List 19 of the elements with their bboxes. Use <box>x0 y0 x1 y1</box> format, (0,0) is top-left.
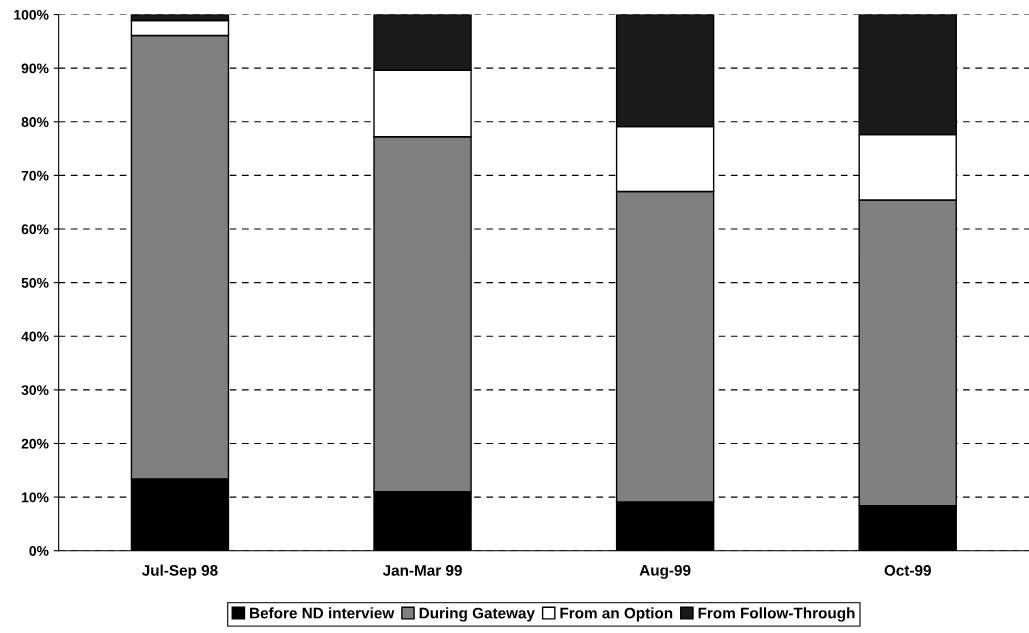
y-tick-label: 90% <box>21 63 49 74</box>
y-tick-label: 100% <box>14 9 49 20</box>
y-tick-label: 60% <box>21 224 49 235</box>
y-tick-label: 20% <box>21 438 49 449</box>
y-tick-label: 50% <box>21 277 49 288</box>
y-tick-label: 10% <box>22 492 49 503</box>
legend-label: Before ND interview <box>250 607 395 619</box>
x-tick-label: Jan-Mar 99 <box>382 565 462 576</box>
legend-label: From an Option <box>560 607 673 622</box>
y-tick-label: 0% <box>29 546 49 556</box>
legend-label: From Follow-Through <box>698 607 855 622</box>
legend-label: During Gateway <box>419 607 535 622</box>
x-tick-label: Jul-Sep 98 <box>141 564 218 579</box>
y-tick-label: 80% <box>21 117 49 127</box>
y-tick-label: 70% <box>21 170 49 181</box>
y-tick-label: 30% <box>21 385 49 396</box>
y-tick-label: 40% <box>21 331 49 342</box>
x-tick-label: Aug-99 <box>639 564 691 579</box>
x-tick-label: Oct-99 <box>884 565 931 576</box>
